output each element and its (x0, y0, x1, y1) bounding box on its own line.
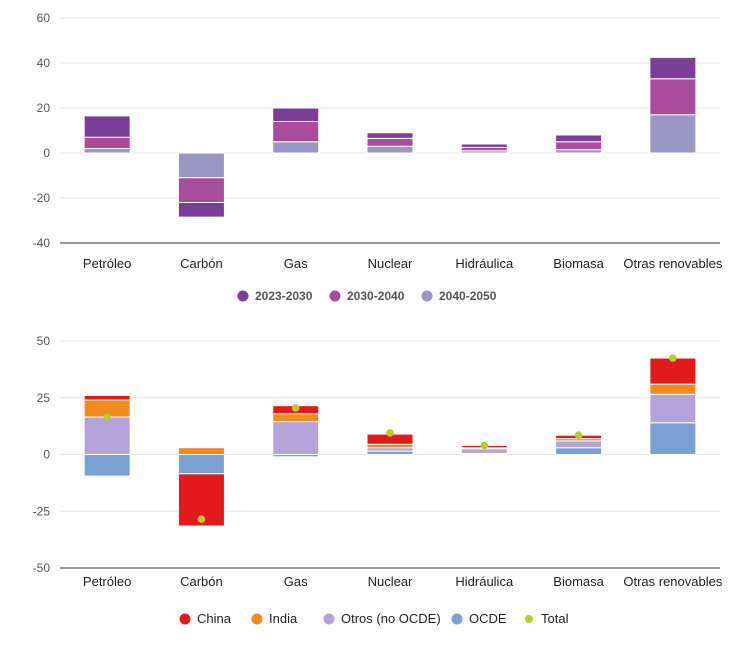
bottom-chart: -50 -25 0 25 50 Petróleo Carbón Gas Nuclear Hidrá… (33, 334, 723, 589)
legend-label-otros-no-ocde: Otros (no OCDE) (341, 611, 441, 626)
bar-biomasa-2023-2030 (555, 134, 603, 143)
bar-biomasa-2040-2050 (555, 149, 603, 154)
bar-hidraulica-2030-2040 (460, 146, 508, 152)
y-tick-label: 40 (37, 56, 51, 70)
bar-otras-renovables-2023-2030 (649, 56, 697, 80)
legend-swatch-india (251, 613, 263, 625)
total-marker-gas (291, 404, 300, 412)
y-tick-label: -40 (33, 236, 51, 250)
bottom-legend: China India Otros (no OCDE) OCDE Total (179, 611, 569, 626)
legend-swatch-2040-2050 (421, 290, 433, 302)
total-marker-nuclear (386, 429, 394, 437)
y-tick-label: 0 (43, 146, 50, 160)
category-label: Otras renovables (623, 574, 722, 589)
bar-petroleo-2023-2030 (83, 115, 131, 138)
bar-gas-india (272, 413, 320, 423)
bar-gas-otros-no-ocde (272, 421, 320, 455)
bar-nuclear-2023-2030 (366, 132, 414, 139)
bar-nuclear-ocde (366, 450, 414, 456)
legend-swatch-total (525, 615, 533, 623)
bar-otras-renovables-2030-2040 (649, 78, 697, 116)
bar-otras-renovables-otros-no-ocde (649, 393, 697, 424)
bar-otras-renovables-china (649, 357, 697, 385)
bar-nuclear-india (366, 443, 414, 449)
bar-carbon-2040-2050 (177, 152, 225, 179)
bar-petroleo-otros-no-ocde (83, 416, 131, 456)
bar-gas-2023-2030 (272, 107, 320, 122)
legend-swatch-otros-no-ocde (323, 613, 335, 625)
bar-nuclear-2040-2050 (366, 145, 414, 154)
legend-swatch-2023-2030 (237, 290, 249, 302)
bar-carbon-ocde (177, 454, 225, 475)
category-label: Hidráulica (455, 256, 514, 271)
category-label: Nuclear (368, 256, 413, 271)
y-tick-label: 60 (37, 11, 51, 25)
bar-otras-renovables-india (649, 383, 697, 395)
top-chart: -40 -20 0 20 40 60 Petróleo Carbón Gas Nuclear Hid… (33, 11, 723, 271)
category-label: Nuclear (368, 574, 413, 589)
bar-carbon-india (177, 447, 225, 456)
y-tick-label: -50 (33, 561, 51, 575)
category-label: Gas (284, 256, 308, 271)
legend-label-2023-2030: 2023-2030 (255, 289, 313, 303)
category-label: Gas (284, 574, 308, 589)
y-tick-label: 0 (43, 448, 50, 462)
bar-otras-renovables-ocde (649, 422, 697, 456)
legend-swatch-2030-2040 (329, 290, 341, 302)
legend-label-2040-2050: 2040-2050 (439, 289, 497, 303)
bar-carbon-2023-2030 (177, 202, 225, 218)
y-tick-label: -20 (33, 191, 51, 205)
bar-biomasa-otros-no-ocde (555, 440, 603, 449)
category-label: Biomasa (553, 574, 604, 589)
bar-nuclear-2030-2040 (366, 137, 414, 147)
bar-petroleo-2030-2040 (83, 136, 131, 149)
bar-hidraulica-2023-2030 (460, 143, 508, 148)
bar-gas-2030-2040 (272, 121, 320, 143)
legend-label-china: China (197, 611, 232, 626)
total-marker-otras-renovables (669, 354, 677, 362)
bar-carbon-2030-2040 (177, 177, 225, 203)
legend-label-india: India (269, 611, 298, 626)
total-marker-petroleo (103, 413, 111, 421)
bar-hidraulica-otros-no-ocde (460, 448, 508, 454)
bar-petroleo-2040-2050 (83, 148, 131, 154)
top-legend: 2023-2030 2030-2040 2040-2050 (237, 289, 497, 303)
category-label: Biomasa (553, 256, 604, 271)
y-tick-label: 50 (37, 334, 51, 348)
bar-biomasa-ocde (555, 447, 603, 456)
category-label: Petróleo (83, 256, 131, 271)
legend-label-ocde: OCDE (469, 611, 507, 626)
bar-otras-renovables-2040-2050 (649, 114, 697, 154)
legend-label-2030-2040: 2030-2040 (347, 289, 405, 303)
category-label: Carbón (180, 574, 223, 589)
bar-gas-2040-2050 (272, 141, 320, 154)
total-marker-carbon (197, 515, 206, 523)
y-tick-label: 20 (37, 101, 51, 115)
bar-biomasa-2030-2040 (555, 141, 603, 151)
total-marker-biomasa (574, 431, 583, 440)
y-tick-label: -25 (33, 504, 51, 518)
legend-swatch-china (179, 613, 191, 625)
category-label: Hidráulica (455, 574, 514, 589)
legend-swatch-ocde (451, 613, 463, 625)
category-label: Carbón (180, 256, 223, 271)
category-label: Otras renovables (623, 256, 722, 271)
bar-petroleo-ocde (83, 454, 131, 477)
total-marker-hidraulica (480, 441, 489, 450)
legend-label-total: Total (541, 611, 569, 626)
bar-nuclear-otros-no-ocde (366, 447, 414, 452)
y-tick-label: 25 (37, 391, 51, 405)
bar-petroleo-china (83, 394, 131, 401)
category-label: Petróleo (83, 574, 131, 589)
